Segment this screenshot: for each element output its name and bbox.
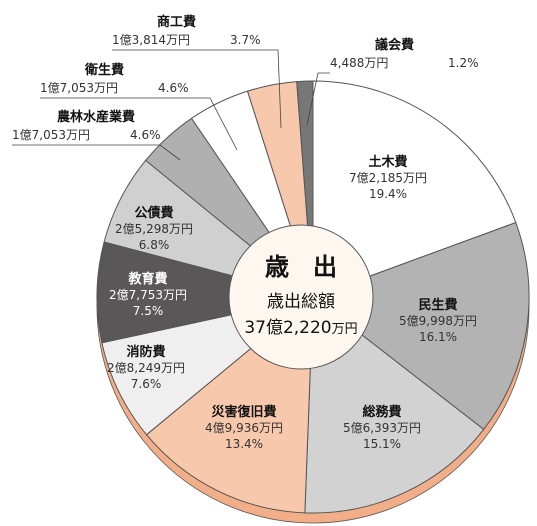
pie-slice (311, 221, 530, 431)
slice-name-label: 衛生費 (84, 62, 124, 78)
slice-name-label: 公債費 (134, 205, 173, 221)
slice-name-label: 商工費 (157, 14, 196, 30)
total-unit: 万円 (332, 322, 358, 337)
leader-line (12, 144, 181, 161)
leader-lines (12, 49, 330, 161)
slice-percent-label: 3.7% (230, 33, 261, 47)
slice-amount-label: 4,488万円 (330, 56, 388, 70)
slice-percent-label: 1.2% (448, 56, 479, 70)
slice-amount-label: 5億9,998万円 (399, 314, 477, 328)
center-label: 歳出総額 (267, 292, 335, 312)
slice-percent-label: 7.6% (131, 377, 162, 391)
slice-amount-label: 5億6,393万円 (343, 421, 421, 435)
slice-percent-label: 16.1% (419, 330, 457, 344)
slice-amount-label: 2億5,298万円 (115, 222, 193, 236)
slice-amount-label: 1億3,814万円 (112, 33, 190, 47)
chart-title: 歳 出 (265, 253, 337, 281)
slice-name-label: 教育費 (127, 271, 167, 287)
slice-amount-label: 2億7,753万円 (109, 288, 187, 302)
leader-line (112, 49, 282, 129)
slice-percent-label: 4.6% (130, 128, 161, 142)
slice-amount-label: 2億8,249万円 (107, 361, 185, 375)
slice-percent-label: 7.5% (133, 304, 164, 318)
slice-name-label: 農林水産業費 (57, 109, 135, 125)
slice-name-label: 消防費 (126, 344, 165, 360)
leader-line (306, 72, 330, 126)
slice-amount-label: 4億9,936万円 (205, 421, 283, 435)
total-number: 37億2,220 (244, 318, 331, 338)
center-disc (228, 224, 374, 370)
slice-percent-label: 13.4% (225, 437, 263, 451)
leader-line (40, 97, 238, 151)
total-amount: 37億2,220万円 (244, 318, 357, 338)
slice-percent-label: 15.1% (363, 437, 401, 451)
pie-slice (312, 80, 517, 298)
slice-name-label: 土木費 (368, 154, 407, 170)
slice-name-label: 議会費 (375, 37, 414, 53)
slice-percent-label: 19.4% (369, 187, 407, 201)
slice-name-label: 民生費 (418, 297, 457, 313)
slice-percent-label: 6.8% (139, 238, 170, 252)
slice-percent-label: 4.6% (158, 81, 189, 95)
slice-amount-label: 1億7,053万円 (40, 81, 118, 95)
slice-name-label: 総務費 (362, 404, 401, 420)
slice-amount-label: 7億2,185万円 (349, 171, 427, 185)
slice-name-label: 災害復旧費 (211, 404, 276, 420)
pie-slice (96, 241, 314, 344)
pie-slice (304, 296, 485, 514)
slice-amount-label: 1億7,053万円 (12, 128, 90, 142)
